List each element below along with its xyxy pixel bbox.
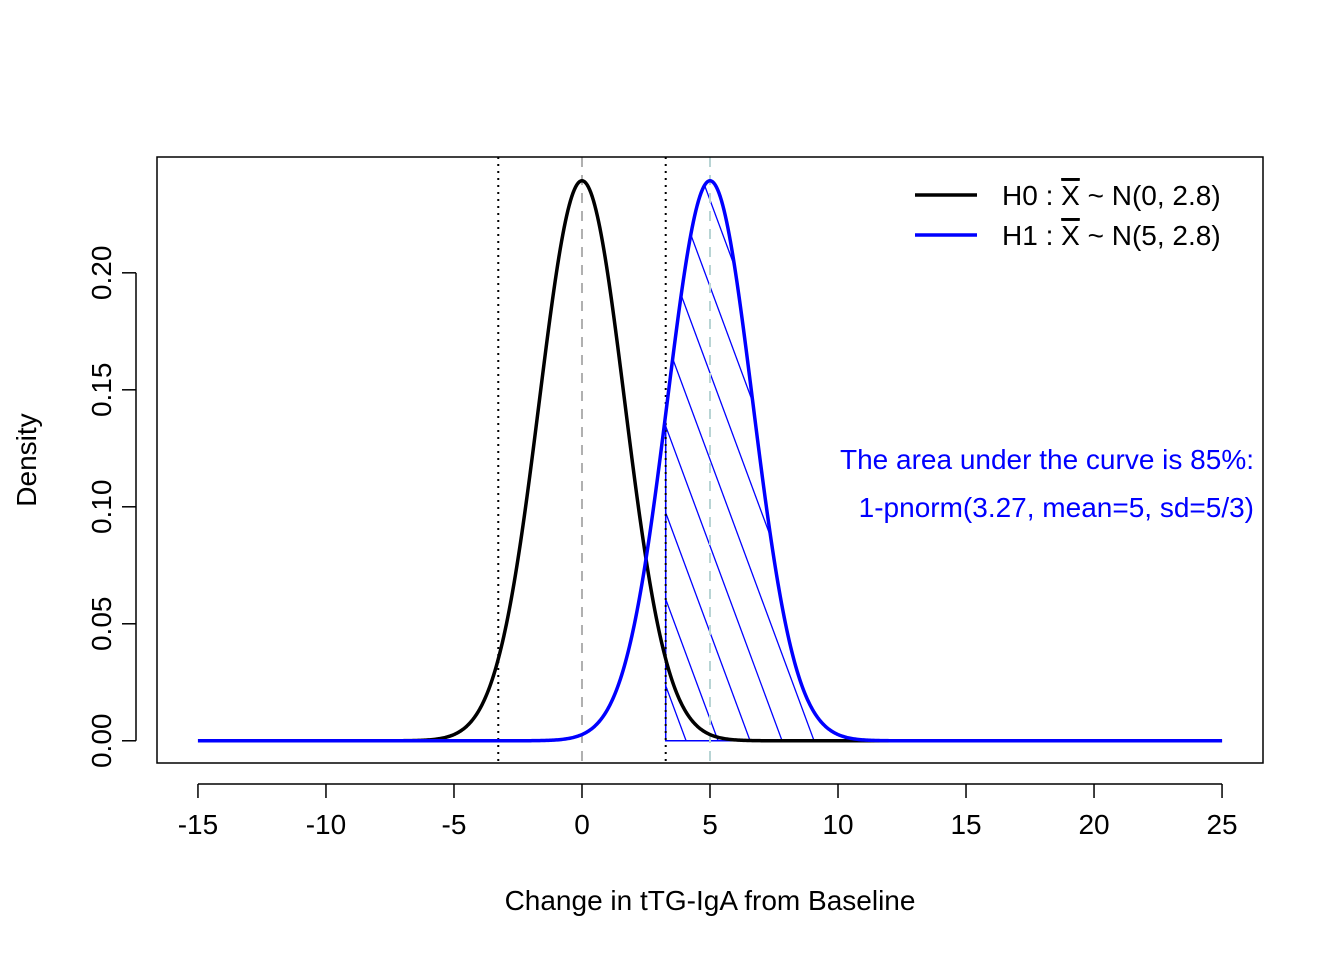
hatch-line — [731, 180, 1088, 741]
plot-frame — [156, 156, 1264, 764]
y-tick-label: 0.10 — [86, 480, 117, 535]
x-tick-label: 10 — [822, 809, 853, 840]
hatch-line — [987, 180, 1223, 741]
y-tick-label: 0.05 — [86, 597, 117, 652]
hatch-line — [92, 0, 447, 960]
hatch-line — [859, 180, 1216, 741]
y-tick-label: 0.00 — [86, 714, 117, 769]
hatch-line — [665, 180, 992, 741]
annotation-line-2: 1-pnorm(3.27, mean=5, sd=5/3) — [859, 492, 1254, 523]
hatch-line — [665, 180, 704, 741]
x-tick-label: 5 — [702, 809, 718, 840]
hatch-line — [1340, 0, 1344, 960]
hatch-line — [1179, 180, 1223, 741]
x-tick-label: 0 — [574, 809, 590, 840]
x-tick-label: 25 — [1206, 809, 1237, 840]
hatch-line — [955, 180, 1223, 741]
hatch-line — [1019, 180, 1223, 741]
hatch-line — [827, 180, 1184, 741]
hatch-line — [188, 0, 543, 960]
hatch-line — [891, 180, 1223, 741]
hatch-line — [665, 180, 864, 741]
legend: H0 : X ~ N(0, 2.8) H1 : X ~ N(5, 2.8) — [915, 179, 1221, 251]
hatch-line — [665, 180, 672, 741]
hatch-line — [0, 0, 287, 960]
hatch-line — [0, 0, 319, 960]
y-axis-title: Density — [11, 413, 42, 506]
x-tick-label: 15 — [950, 809, 981, 840]
hatch-line — [699, 180, 1056, 741]
series-1-line — [197, 178, 1223, 743]
hatch-line — [0, 0, 351, 960]
hatch-line — [1147, 180, 1223, 741]
hatch-line — [665, 180, 896, 741]
hatch-line — [665, 180, 736, 741]
hatch-line — [1244, 0, 1344, 960]
x-tick-label: -10 — [306, 809, 346, 840]
x-axis-title: Change in tTG-IgA from Baseline — [505, 885, 916, 916]
density-curves — [197, 178, 1223, 743]
y-axis: 0.00 0.05 0.10 0.15 0.20 — [86, 246, 137, 769]
hatch-line — [1276, 0, 1344, 960]
x-tick-label: 20 — [1078, 809, 1109, 840]
y-tick-label: 0.15 — [86, 363, 117, 418]
x-axis: -15 -10 -5 0 5 10 15 20 25 — [178, 783, 1238, 840]
legend-label-0: H0 : X ~ N(0, 2.8) — [1002, 180, 1221, 211]
x-tick-label: -15 — [178, 809, 218, 840]
y-tick-label: 0.20 — [86, 246, 117, 301]
annotation-line-1: The area under the curve is 85%: — [840, 444, 1254, 475]
hatch-line — [763, 180, 1120, 741]
hatch-line — [1308, 0, 1344, 960]
legend-label-1: H1 : X ~ N(5, 2.8) — [1002, 220, 1221, 251]
hatch-line — [665, 180, 928, 741]
hatch-line — [220, 0, 575, 960]
x-tick-label: -5 — [442, 809, 467, 840]
